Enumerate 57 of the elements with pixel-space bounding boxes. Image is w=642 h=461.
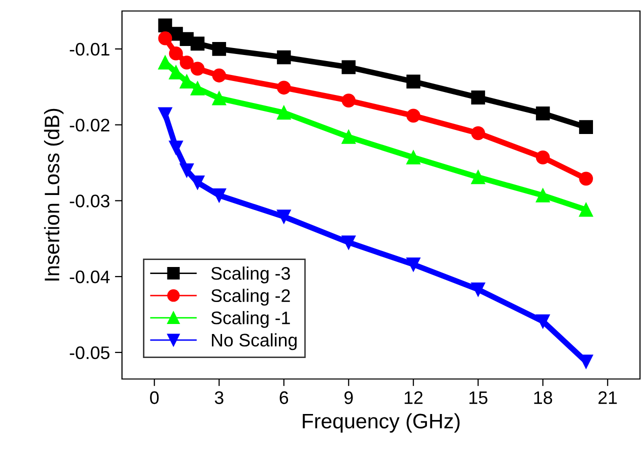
point: [342, 130, 356, 144]
point: [212, 188, 226, 202]
legend-label: No Scaling: [212, 333, 297, 350]
point: [190, 81, 204, 96]
point: [276, 106, 291, 120]
point: [471, 90, 486, 104]
x-tick-label: 9: [344, 391, 353, 404]
point: [169, 46, 183, 60]
legend-label: Scaling -1: [211, 311, 290, 328]
y-axis-title: Insertion Loss (dB): [44, 108, 64, 280]
x-tick-label: 12: [404, 391, 423, 404]
point: [190, 36, 204, 51]
y-tick-label: -0.03: [70, 194, 110, 208]
point: [342, 94, 356, 108]
point: [579, 172, 593, 186]
x-axis-title: Frequency (GHz): [302, 413, 460, 433]
point: [180, 163, 194, 178]
point: [471, 170, 486, 184]
point: [471, 126, 486, 140]
point: [471, 282, 486, 296]
legend-label: Scaling -2: [211, 288, 290, 306]
point: [158, 31, 172, 46]
point: [536, 150, 550, 164]
point: [406, 150, 420, 164]
point: [579, 120, 593, 134]
y-tick-label: -0.05: [70, 346, 110, 360]
point: [536, 314, 550, 328]
point: [406, 257, 420, 272]
point: [276, 80, 291, 95]
point: [276, 210, 291, 224]
point: [276, 50, 291, 64]
point: [536, 188, 550, 202]
y-tick-label: -0.04: [70, 270, 110, 284]
y-tick-label: -0.01: [70, 42, 110, 56]
x-tick-label: 21: [598, 391, 617, 404]
point: [158, 18, 172, 32]
x-tick-label: 3: [214, 391, 224, 404]
point: [158, 107, 172, 122]
point: [342, 235, 356, 250]
x-tick-label: 0: [150, 391, 159, 404]
point: [406, 108, 420, 123]
x-tick-label: 6: [280, 391, 288, 404]
point: [169, 140, 183, 155]
x-tick-label: 18: [534, 391, 552, 404]
point: [406, 74, 420, 89]
point: [212, 68, 226, 82]
point: [342, 60, 356, 74]
point: [180, 74, 194, 89]
legend-label: Scaling -3: [211, 266, 290, 284]
point: [536, 106, 550, 120]
point: [212, 42, 226, 56]
y-tick-label: -0.02: [70, 118, 110, 132]
point: [180, 56, 194, 70]
point: [190, 62, 204, 76]
x-tick-label: 15: [469, 391, 488, 404]
point: [212, 91, 226, 106]
point: [579, 202, 593, 217]
